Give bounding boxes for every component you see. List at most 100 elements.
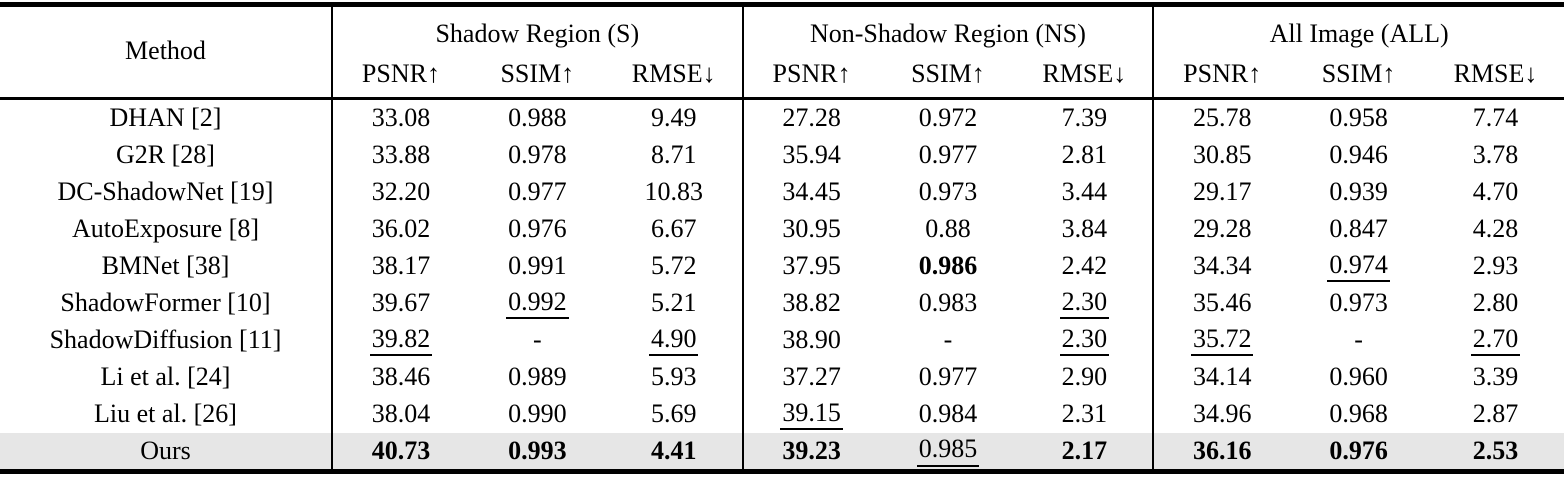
value-cell: 8.71 <box>605 137 744 174</box>
group-header-shadow-region: Shadow Region (S) <box>332 4 744 51</box>
group-header-non-shadow-region: Non-Shadow Region (NS) <box>742 4 1155 51</box>
metric-value: 2.30 <box>1059 287 1110 320</box>
metric-value: 0.968 <box>1329 399 1388 429</box>
metric-value: 2.80 <box>1472 288 1519 318</box>
table-row: DC-ShadowNet [19] 32.20 0.977 10.83 34.45 0.9… <box>0 174 1564 211</box>
table-header: Method Shadow Region (S) Non-Shadow Regi… <box>0 4 1564 99</box>
metric-value: - <box>1354 325 1363 355</box>
value-cell: 38.46 <box>332 359 469 396</box>
method-cell: DC-ShadowNet [19] <box>0 174 333 211</box>
value-cell: 38.82 <box>743 285 880 322</box>
table-row: BMNet [38] 38.17 0.991 5.72 37.95 0.986 2.42 34… <box>0 248 1564 285</box>
value-cell: 0.973 <box>1290 285 1427 322</box>
metric-value: 0.989 <box>508 362 567 392</box>
value-cell: 0.973 <box>880 174 1017 211</box>
metric-value: 4.70 <box>1472 177 1519 207</box>
value-cell: 27.28 <box>743 99 880 138</box>
value-cell: 39.15 <box>743 396 880 433</box>
metric-value: 2.30 <box>1059 324 1110 357</box>
metric-value: 35.94 <box>782 140 841 170</box>
value-cell: 0.976 <box>1290 433 1427 472</box>
metric-value: 0.993 <box>508 435 567 465</box>
metric-value: 4.28 <box>1472 214 1519 244</box>
metric-value: 0.958 <box>1329 103 1388 133</box>
metric-header-row: PSNR↑ SSIM↑ RMSE↓ PSNR↑ SSIM↑ RMSE↓ PSNR… <box>0 51 1564 99</box>
method-cell: G2R [28] <box>0 137 333 174</box>
metric-header-psnr: PSNR↑ <box>1183 58 1262 88</box>
metric-value: 4.41 <box>650 435 697 465</box>
value-cell: 6.67 <box>605 211 744 248</box>
value-cell: 2.93 <box>1427 248 1564 285</box>
table-row: DHAN [2] 33.08 0.988 9.49 27.28 0.972 7.39 25.7… <box>0 98 1564 138</box>
metric-value: 0.973 <box>1329 288 1388 318</box>
metric-value: 35.72 <box>1190 324 1254 357</box>
value-cell: 3.39 <box>1427 359 1564 396</box>
value-cell: 39.82 <box>332 322 469 359</box>
value-cell: 2.80 <box>1427 285 1564 322</box>
metric-value: 0.988 <box>508 103 567 133</box>
value-cell: 39.67 <box>332 285 469 322</box>
method-cell: Ours <box>0 433 333 472</box>
metric-value: 39.15 <box>780 398 843 431</box>
value-cell: 9.49 <box>605 98 744 137</box>
metric-value: 0.991 <box>508 251 567 281</box>
value-cell: 2.70 <box>1427 322 1564 359</box>
value-cell: 2.30 <box>1016 322 1155 359</box>
value-cell: 34.34 <box>1153 248 1290 285</box>
value-cell: 32.20 <box>332 174 469 211</box>
metric-value: 33.88 <box>371 140 431 170</box>
value-cell: 0.976 <box>469 211 606 248</box>
method-cell: Liu et al. [26] <box>0 396 333 433</box>
value-cell: 35.72 <box>1153 322 1290 359</box>
value-cell: 0.978 <box>469 137 606 174</box>
metric-value: 39.23 <box>782 435 841 465</box>
table-row: ShadowFormer [10] 39.67 0.992 5.21 38.82 0.98… <box>0 285 1564 322</box>
metric-value: 29.17 <box>1192 177 1252 207</box>
method-cell: DHAN [2] <box>0 98 333 137</box>
metric-value: 0.990 <box>508 399 567 429</box>
metric-value: 0.972 <box>918 103 978 133</box>
metric-value: 5.21 <box>650 288 697 318</box>
metric-value: 5.69 <box>650 399 697 429</box>
value-cell: 39.23 <box>743 433 880 472</box>
metric-value: 39.82 <box>369 324 433 357</box>
metric-value: 2.87 <box>1472 399 1519 429</box>
metric-header-rmse: RMSE↓ <box>605 51 744 99</box>
metric-value: 0.983 <box>918 288 978 318</box>
metric-value: 0.960 <box>1329 362 1388 392</box>
metric-value: - <box>532 325 542 355</box>
value-cell: 0.992 <box>469 285 606 322</box>
metric-header-rmse: RMSE↓ <box>1453 58 1538 88</box>
method-cell: BMNet [38] <box>0 248 333 285</box>
metric-value: 30.85 <box>1192 140 1252 170</box>
method-cell: ShadowFormer [10] <box>0 285 333 322</box>
metric-value: 32.20 <box>371 177 431 207</box>
metric-value: 25.78 <box>1192 103 1252 133</box>
value-cell: 4.41 <box>605 433 744 472</box>
value-cell: 2.87 <box>1427 396 1564 433</box>
value-cell: 7.74 <box>1427 99 1564 138</box>
metric-value: 0.976 <box>1329 435 1388 465</box>
value-cell: 2.31 <box>1016 396 1155 433</box>
metric-value: 38.90 <box>782 325 841 355</box>
metric-value: 38.82 <box>782 288 841 318</box>
value-cell: 34.14 <box>1153 359 1290 396</box>
metric-value: 38.46 <box>371 362 431 392</box>
results-body: DHAN [2] 33.08 0.988 9.49 27.28 0.972 7.39 25.7… <box>0 98 1564 472</box>
value-cell: 0.958 <box>1290 99 1427 138</box>
value-cell: 5.69 <box>605 396 744 433</box>
metric-value: 38.04 <box>371 399 431 429</box>
method-column-header: Method <box>0 4 333 99</box>
value-cell: 36.16 <box>1153 433 1290 472</box>
metric-value: 0.992 <box>506 287 569 320</box>
metric-value: 34.34 <box>1192 251 1252 281</box>
metric-value: 3.44 <box>1061 177 1108 207</box>
metric-value: 2.81 <box>1061 140 1108 170</box>
metric-value: 9.49 <box>650 103 697 133</box>
metric-header-ssim: SSIM↑ <box>911 58 985 88</box>
metric-value: 0.986 <box>918 251 978 281</box>
value-cell: 0.960 <box>1290 359 1427 396</box>
value-cell: 30.85 <box>1153 137 1290 174</box>
metric-value: 6.67 <box>650 214 697 244</box>
value-cell: 3.44 <box>1016 174 1155 211</box>
